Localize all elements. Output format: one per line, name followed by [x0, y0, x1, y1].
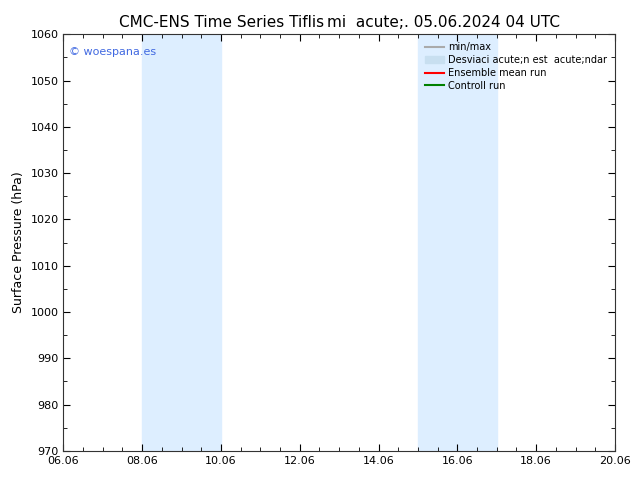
Y-axis label: Surface Pressure (hPa): Surface Pressure (hPa): [12, 172, 25, 314]
Text: © woespana.es: © woespana.es: [69, 47, 156, 57]
Text: mi  acute;. 05.06.2024 04 UTC: mi acute;. 05.06.2024 04 UTC: [327, 15, 560, 30]
Text: CMC-ENS Time Series Tiflis: CMC-ENS Time Series Tiflis: [119, 15, 325, 30]
Legend: min/max, Desviaci acute;n est  acute;ndar, Ensemble mean run, Controll run: min/max, Desviaci acute;n est acute;ndar…: [422, 39, 610, 94]
Bar: [142, 34, 221, 451]
Bar: [418, 34, 497, 451]
